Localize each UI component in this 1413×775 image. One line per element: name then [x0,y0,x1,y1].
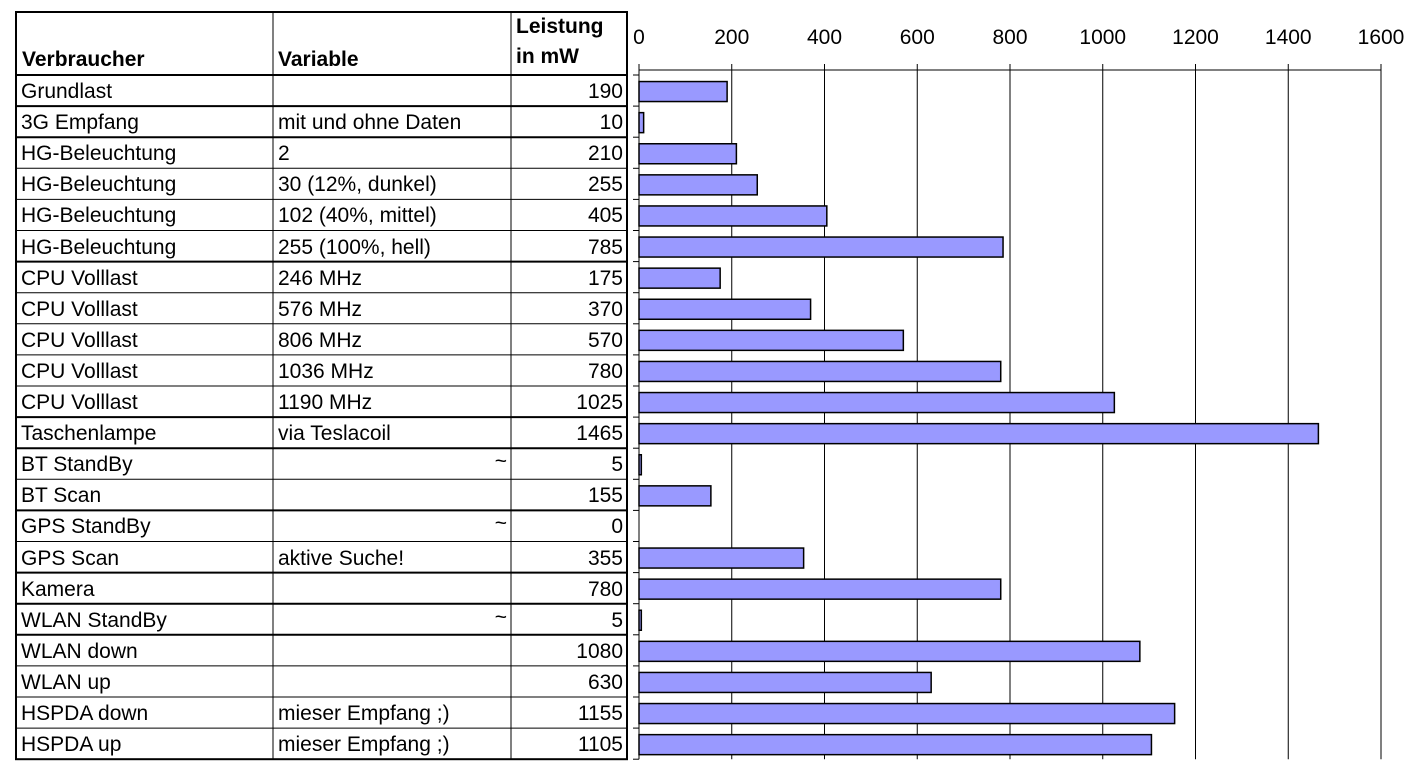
row-variable: 255 (100%, hell) [278,235,431,259]
row-power: 1025 [576,391,623,414]
row-power: 780 [587,359,623,383]
row-consumer: HSPDA down [21,702,149,725]
row-consumer: CPU Volllast [21,297,138,321]
row-power: 155 [587,484,623,508]
row-variable: mieser Empfang ;) [278,702,450,725]
row-consumer: CPU Volllast [21,266,138,290]
row-consumer: Kamera [21,577,95,601]
bar [638,298,812,320]
bar [638,360,1002,383]
row-consumer: BT StandBy [21,453,133,477]
row-variable: 1036 MHz [278,359,374,383]
row-variable: 1190 MHz [278,391,373,414]
row-consumer: WLAN up [21,670,111,694]
header-variable: Variable [278,48,359,71]
bar [638,733,1153,756]
row-power: 355 [587,546,623,570]
row-consumer: WLAN down [21,639,138,663]
row-power: 1155 [577,702,623,725]
row-power: 0 [611,515,623,539]
x-tick-label: 600 [900,26,935,49]
row-power: 630 [587,670,623,694]
x-tick-label: 0 [633,26,645,49]
x-tick-label: 1400 [1265,26,1312,49]
row-power: 1105 [577,733,623,757]
row-power: 570 [587,328,623,352]
row-power: 780 [587,577,623,601]
row-consumer: HSPDA up [21,733,122,757]
row-variable: via Teslacoil [278,422,391,446]
row-power: 255 [587,173,623,197]
row-variable: 246 MHz [278,266,363,290]
row-consumer: HG-Beleuchtung [21,173,177,197]
bar [638,391,1116,414]
bar [638,205,828,227]
row-power: 1465 [576,422,623,446]
header-consumer: Verbraucher [22,48,145,71]
bar [638,485,712,507]
x-tick-label: 200 [714,26,749,49]
x-tick-label: 400 [807,26,842,49]
bar [638,111,645,134]
bar [638,702,1176,725]
row-consumer: CPU Volllast [21,391,138,414]
row-consumer: CPU Volllast [21,359,138,383]
bar [638,267,721,289]
row-consumer: GPS StandBy [21,515,151,539]
row-variable: 30 (12%, dunkel) [278,173,437,197]
bar [638,422,1320,445]
row-consumer: GPS Scan [21,546,120,570]
row-variable: 2 [278,142,290,166]
row-power: 5 [611,453,623,477]
header-power-line2: in mW [516,45,579,68]
row-power: 5 [611,608,623,632]
row-variable: ~ [494,512,507,536]
row-variable: ~ [494,605,507,629]
row-consumer: WLAN StandBy [21,608,167,632]
x-tick-label: 1600 [1358,26,1405,49]
row-consumer: HG-Beleuchtung [21,204,177,228]
x-tick-label: 1000 [1079,26,1126,49]
row-variable: mit und ohne Daten [278,111,462,135]
row-variable: 806 MHz [278,328,363,352]
bar [638,174,759,196]
row-variable: 102 (40%, mittel) [278,204,437,228]
row-consumer: Grundlast [21,80,113,103]
row-variable: aktive Suche! [278,546,405,570]
x-tick-label: 1200 [1172,26,1219,49]
x-tick-label: 800 [992,26,1027,49]
row-variable: 576 MHz [278,297,363,321]
bar [638,671,932,694]
bar [638,609,643,631]
bar [638,80,728,103]
row-power: 405 [587,204,623,228]
bar [638,640,1141,663]
row-consumer: Taschenlampe [21,422,157,446]
bar [638,236,1004,258]
row-power: 210 [587,142,623,166]
bar [638,329,905,352]
row-power: 175 [587,266,623,290]
bar [638,547,805,569]
header-power-line1: Leistung [516,15,604,38]
row-variable: ~ [494,450,507,474]
row-consumer: BT Scan [21,484,102,508]
row-power: 370 [587,297,623,321]
bar [638,143,738,165]
bar [638,454,643,476]
row-consumer: 3G Empfang [21,111,139,135]
row-power: 190 [587,80,623,103]
row-power: 1080 [576,639,623,663]
row-consumer: HG-Beleuchtung [21,235,177,259]
row-consumer: CPU Volllast [21,328,138,352]
row-power: 785 [587,235,623,259]
row-consumer: HG-Beleuchtung [21,142,177,166]
bar [638,578,1002,600]
row-power: 10 [599,111,623,135]
row-variable: mieser Empfang ;) [278,733,450,757]
